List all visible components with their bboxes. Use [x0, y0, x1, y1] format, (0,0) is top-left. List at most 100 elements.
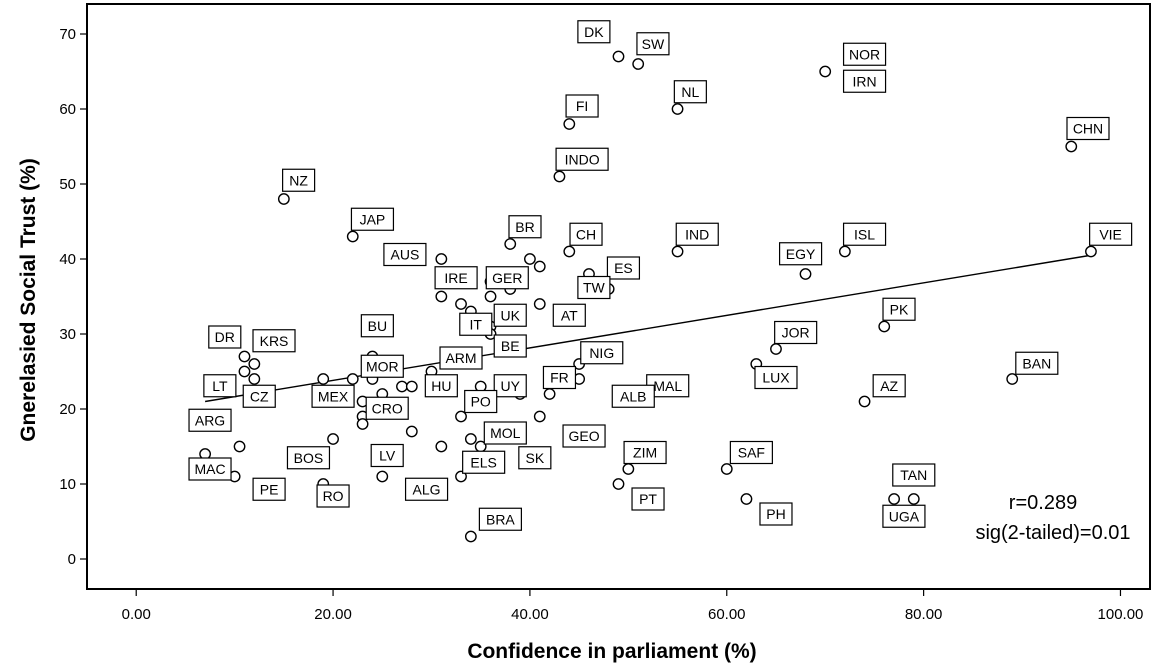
label-text: ELS: [470, 454, 496, 470]
y-tick-label: 50: [59, 176, 76, 193]
label-box: [623, 440, 667, 465]
label-text: INDO: [565, 151, 600, 167]
label-box: [462, 450, 506, 474]
data-point: [504, 238, 517, 250]
point-label: LT: [203, 374, 237, 398]
point-label: MAL: [646, 374, 690, 398]
y-tick-label: 0: [68, 551, 76, 568]
label-box: [1089, 222, 1133, 246]
data-point: [533, 410, 546, 423]
label-text: MAL: [653, 378, 682, 394]
point-label: CRO: [365, 396, 409, 420]
point-label: DK: [577, 20, 611, 44]
point-label: NZ: [282, 168, 316, 192]
label-text: IRN: [853, 73, 877, 89]
label-box: [485, 266, 529, 290]
label-box: [729, 440, 773, 465]
data-point: [888, 493, 900, 505]
significance-annotation: sig(2-tailed)=0.01: [975, 522, 1130, 544]
y-tick-label: 40: [59, 251, 76, 268]
data-point: [533, 298, 546, 310]
point-label: PT: [631, 487, 665, 511]
point-label: DR: [208, 325, 242, 349]
data-point: [1006, 373, 1019, 385]
label-box: [778, 242, 823, 266]
data-point: [464, 433, 477, 445]
data-point: [435, 440, 448, 453]
data-point: [484, 290, 497, 303]
data-point: [405, 380, 418, 393]
label-box: [675, 222, 719, 246]
label-text: CRO: [372, 400, 403, 416]
point-label: TAN: [892, 463, 936, 487]
point-label: IT: [459, 312, 493, 336]
point-label: ZIM: [623, 440, 667, 465]
label-text: FI: [576, 98, 588, 114]
label-box: [464, 389, 498, 414]
data-point: [435, 253, 448, 265]
data-point: [464, 530, 477, 543]
label-text: DR: [215, 329, 235, 345]
point-label: MOR: [360, 354, 404, 378]
point-label: UY: [493, 374, 527, 398]
label-text: MAC: [194, 461, 225, 477]
label-text: ALG: [413, 481, 441, 497]
data-point: [277, 193, 290, 205]
label-box: [542, 365, 577, 390]
label-text: TAN: [900, 467, 927, 483]
label-text: BE: [501, 338, 520, 354]
label-box: [286, 446, 331, 470]
label-box: [434, 266, 478, 290]
label-text: LV: [379, 448, 396, 464]
label-box: [493, 374, 527, 398]
point-label: TW: [577, 275, 611, 300]
data-points: [199, 50, 1097, 543]
label-text: IT: [470, 316, 483, 332]
data-point: [553, 170, 566, 183]
label-text: ISL: [854, 226, 875, 242]
label-box: [631, 487, 665, 511]
label-text: BR: [515, 219, 534, 235]
label-box: [208, 325, 242, 349]
point-label: CHN: [1066, 116, 1110, 141]
label-text: AT: [561, 307, 578, 323]
label-text: ALB: [620, 388, 646, 404]
label-box: [842, 69, 887, 93]
point-label: MAC: [188, 457, 232, 481]
data-point: [543, 388, 556, 400]
label-box: [562, 424, 606, 448]
data-point: [612, 50, 625, 63]
point-label: SK: [518, 446, 552, 470]
label-box: [282, 168, 316, 192]
point-label: RO: [316, 484, 350, 508]
label-box: [350, 207, 395, 231]
data-point: [405, 425, 418, 438]
x-tick-label: 0.00: [122, 606, 151, 623]
point-label: CH: [569, 222, 603, 246]
point-label: BE: [493, 334, 527, 358]
label-text: UGA: [889, 508, 920, 524]
label-box: [518, 446, 552, 470]
point-label: MOL: [483, 421, 527, 445]
point-label: ARG: [188, 408, 232, 432]
data-point: [907, 493, 920, 505]
label-text: CHN: [1073, 121, 1103, 137]
label-box: [459, 312, 493, 336]
label-box: [188, 457, 232, 481]
label-box: [493, 303, 527, 327]
label-text: AUS: [391, 247, 420, 263]
point-label: EGY: [778, 242, 823, 266]
label-text: FR: [550, 370, 569, 386]
point-label: BOS: [286, 446, 331, 470]
point-label: FR: [542, 365, 577, 390]
label-text: CZ: [250, 388, 269, 404]
point-label: SAF: [729, 440, 773, 465]
label-box: [203, 374, 237, 398]
point-label: BR: [508, 215, 542, 239]
label-box: [580, 341, 624, 365]
data-point: [878, 320, 891, 333]
label-box: [1066, 116, 1110, 141]
label-box: [252, 477, 286, 501]
label-text: UK: [501, 307, 521, 323]
